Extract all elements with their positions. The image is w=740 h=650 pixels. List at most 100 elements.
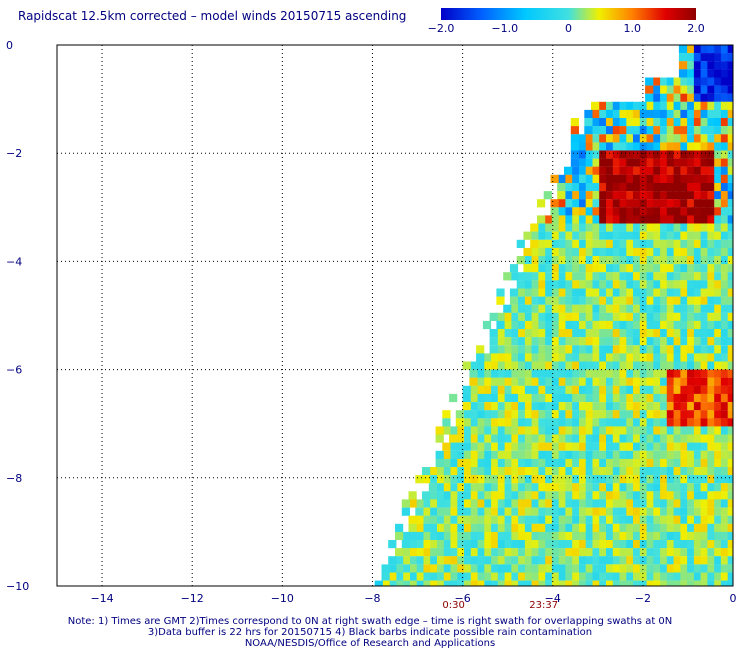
heatmap-cell [658,207,667,216]
heatmap-cell [719,150,728,159]
heatmap-cell [726,183,733,192]
heatmap-cell [577,458,586,468]
heatmap-cell [678,142,688,151]
heatmap-cell [631,418,640,427]
heatmap-cell [482,548,492,557]
heatmap-cell [604,564,613,573]
heatmap-cell [645,118,654,127]
heatmap-cell [591,531,600,541]
heatmap-cell [618,191,627,200]
heatmap-cell [435,507,444,516]
heatmap-cell [651,434,661,443]
heatmap-cell [672,572,681,581]
heatmap-cell [685,85,694,94]
heatmap-cell [584,166,593,175]
heatmap-cell [516,556,525,565]
heatmap-cell [21,96,29,104]
heatmap-cell [624,207,633,216]
heatmap-cell [638,199,647,208]
heatmap-cell [557,548,566,557]
heatmap-cell [422,564,431,573]
heatmap-cell [455,523,464,532]
heatmap-cell [496,377,505,386]
swath-time-label: 0:30 [442,600,464,611]
heatmap-cell [564,329,573,338]
heatmap-cell [618,458,627,468]
heatmap-cell [618,296,627,305]
heatmap-cell [570,426,579,435]
heatmap-cell [672,393,681,403]
heatmap-cell [516,304,525,313]
heatmap-cell [678,312,688,321]
heatmap-cell [631,410,640,419]
heatmap-cell [712,312,721,321]
heatmap-cell [638,564,647,573]
heatmap-cell [658,320,667,330]
heatmap-cell [685,556,694,565]
heatmap-cell [489,458,498,468]
heatmap-cell [631,223,640,232]
heatmap-cell [14,137,22,145]
heatmap-cell [611,450,620,459]
heatmap-cell [611,288,620,297]
heatmap-cell [645,166,654,175]
heatmap-cell [509,499,519,508]
heatmap-cell [692,61,701,70]
heatmap-cell [604,166,613,175]
heatmap-cell [496,515,505,524]
heatmap-cell [678,426,688,435]
heatmap-cell [591,491,600,500]
heatmap-cell [591,183,600,192]
heatmap-cell [638,134,647,143]
heatmap-cell [678,93,688,102]
heatmap-cell [658,564,667,573]
heatmap-cell [726,450,733,459]
heatmap-cell [712,337,721,346]
heatmap-cell [631,337,640,346]
heatmap-cell [550,540,559,549]
heatmap-cell [672,215,681,224]
heatmap-cell [577,523,586,532]
heatmap-cell [449,515,458,524]
heatmap-cell [719,491,728,500]
heatmap-cell [685,142,694,151]
heatmap-cell [489,353,498,362]
heatmap-cell [672,296,681,305]
heatmap-cell [550,280,559,289]
heatmap-cell [726,353,733,362]
heatmap-cell [395,523,404,532]
heatmap-cell [699,450,708,459]
heatmap-cell [645,85,654,94]
heatmap-cell [550,199,559,208]
heatmap-cell [591,215,600,224]
heatmap-cell [692,101,701,110]
heatmap-cell [645,572,654,581]
heatmap-cell [455,531,464,541]
heatmap-cell [699,312,708,321]
heatmap-cell [408,499,417,508]
heatmap-cell [597,572,606,581]
heatmap-cell [428,515,437,524]
heatmap-cell [692,434,701,443]
heatmap-cell [496,475,505,484]
heatmap-cell [523,580,532,586]
heatmap-cell [550,418,559,427]
heatmap-cell [564,458,573,468]
heatmap-cell [503,410,512,419]
heatmap-cell [577,369,586,378]
heatmap-cell [706,215,715,224]
heatmap-cell [476,385,485,394]
heatmap-cell [570,264,579,273]
heatmap-cell [530,264,539,273]
heatmap-cell [395,531,404,541]
heatmap-cell [638,540,647,549]
heatmap-cell [665,564,674,573]
x-tick-label: −4 [545,592,561,605]
heatmap-cell [435,491,444,500]
heatmap-cell [597,361,606,370]
heatmap-cell [570,475,579,484]
heatmap-cell [557,467,566,476]
heatmap-cell [543,231,552,240]
heatmap-cell [550,385,559,394]
heatmap-cell [651,101,661,110]
